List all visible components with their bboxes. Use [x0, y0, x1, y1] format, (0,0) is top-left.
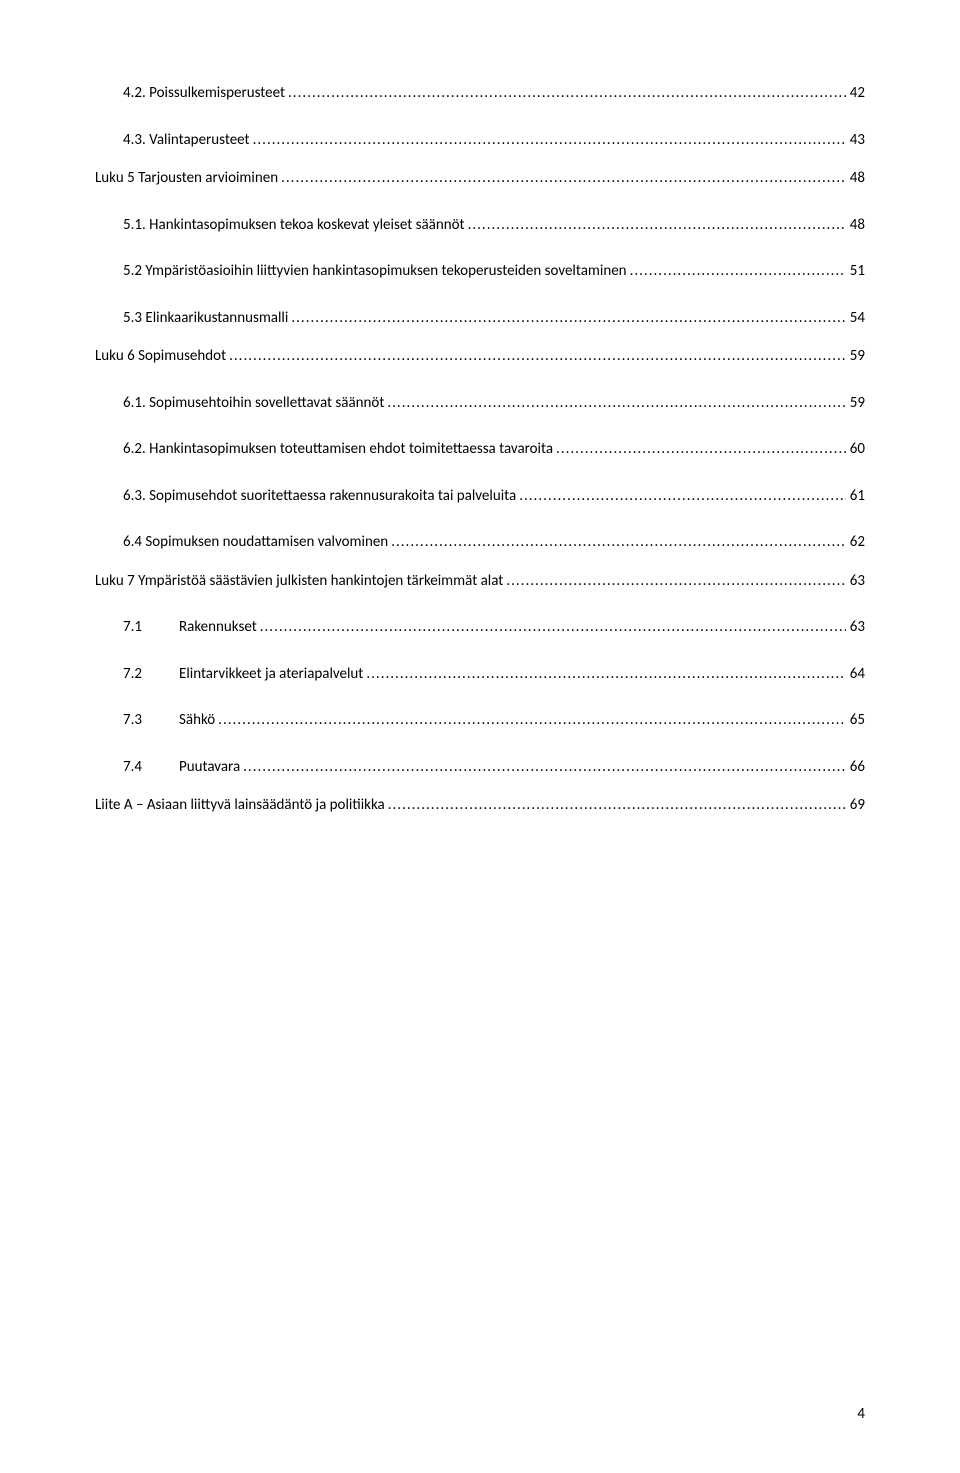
toc-label: Luku 7 Ympäristöä säästävien julkisten h…: [95, 570, 503, 593]
toc-page: 42: [846, 82, 865, 105]
toc-entry: 7.3 Sähkö 65: [95, 709, 865, 732]
toc-page: 51: [846, 260, 865, 283]
toc-label: Liite A – Asiaan liittyvä lainsäädäntö j…: [95, 794, 385, 817]
toc-leader: [288, 307, 845, 330]
toc-page: 64: [846, 663, 865, 686]
toc-entry: 7.4 Puutavara 66: [95, 756, 865, 779]
toc-leader: [215, 709, 846, 732]
toc-entry: 7.2 Elintarvikkeet ja ateriapalvelut 64: [95, 663, 865, 686]
toc-leader: [384, 392, 845, 415]
toc-label: 4.3. Valintaperusteet: [123, 129, 250, 152]
toc-leader: [363, 663, 845, 686]
toc-page: 65: [846, 709, 865, 732]
toc-label: 5.3 Elinkaarikustannusmalli: [123, 307, 288, 330]
toc-leader: [240, 756, 846, 779]
toc-page: 59: [846, 345, 865, 368]
toc-entry: 5.3 Elinkaarikustannusmalli 54: [95, 307, 865, 330]
toc-chapter: Luku 6 Sopimusehdot 59: [95, 345, 865, 368]
toc-leader: [465, 214, 846, 237]
toc-label: Elintarvikkeet ja ateriapalvelut: [179, 663, 363, 686]
toc-leader: [388, 531, 846, 554]
toc-label: 5.1. Hankintasopimuksen tekoa koskevat y…: [123, 214, 465, 237]
toc-num: 7.3: [123, 709, 179, 732]
toc-entry: 5.2 Ympäristöasioihin liittyvien hankint…: [95, 260, 865, 283]
toc-page: 63: [846, 570, 865, 593]
toc-label: Sähkö: [179, 709, 215, 732]
toc-page: 43: [846, 129, 865, 152]
toc-page: 48: [846, 167, 865, 190]
table-of-contents: 4.2. Poissulkemisperusteet 42 4.3. Valin…: [95, 82, 865, 817]
toc-chapter: Luku 5 Tarjousten arvioiminen 48: [95, 167, 865, 190]
toc-page: 69: [846, 794, 865, 817]
toc-page: 60: [846, 438, 865, 461]
toc-leader: [250, 129, 846, 152]
toc-page: 59: [846, 392, 865, 415]
toc-num: 7.1: [123, 616, 179, 639]
toc-entry: 4.3. Valintaperusteet 43: [95, 129, 865, 152]
toc-leader: [278, 167, 846, 190]
toc-leader: [385, 794, 846, 817]
toc-page: 66: [846, 756, 865, 779]
toc-page: 63: [846, 616, 865, 639]
toc-leader: [627, 260, 846, 283]
toc-chapter: Luku 7 Ympäristöä säästävien julkisten h…: [95, 570, 865, 593]
toc-page: 48: [846, 214, 865, 237]
toc-label: 6.3. Sopimusehdot suoritettaessa rakennu…: [123, 485, 516, 508]
toc-leader: [553, 438, 846, 461]
toc-entry: 7.1 Rakennukset 63: [95, 616, 865, 639]
toc-label: Luku 6 Sopimusehdot: [95, 345, 226, 368]
toc-num: 7.4: [123, 756, 179, 779]
toc-page: 54: [846, 307, 865, 330]
toc-entry: 6.1. Sopimusehtoihin sovellettavat säänn…: [95, 392, 865, 415]
toc-label: 6.2. Hankintasopimuksen toteuttamisen eh…: [123, 438, 553, 461]
toc-label: 4.2. Poissulkemisperusteet: [123, 82, 285, 105]
toc-chapter: Liite A – Asiaan liittyvä lainsäädäntö j…: [95, 794, 865, 817]
toc-leader: [285, 82, 846, 105]
toc-num: 7.2: [123, 663, 179, 686]
toc-label: 6.4 Sopimuksen noudattamisen valvominen: [123, 531, 388, 554]
toc-label: Puutavara: [179, 756, 240, 779]
toc-label: Luku 5 Tarjousten arvioiminen: [95, 167, 278, 190]
toc-entry: 6.2. Hankintasopimuksen toteuttamisen eh…: [95, 438, 865, 461]
toc-page: 62: [846, 531, 865, 554]
toc-leader: [226, 345, 846, 368]
toc-entry: 6.3. Sopimusehdot suoritettaessa rakennu…: [95, 485, 865, 508]
toc-label: Rakennukset: [179, 616, 257, 639]
toc-leader: [516, 485, 846, 508]
toc-entry: 4.2. Poissulkemisperusteet 42: [95, 82, 865, 105]
toc-entry: 5.1. Hankintasopimuksen tekoa koskevat y…: [95, 214, 865, 237]
toc-label: 5.2 Ympäristöasioihin liittyvien hankint…: [123, 260, 627, 283]
toc-label: 6.1. Sopimusehtoihin sovellettavat säänn…: [123, 392, 384, 415]
toc-leader: [257, 616, 846, 639]
toc-page: 61: [846, 485, 865, 508]
toc-leader: [503, 570, 845, 593]
page-number: 4: [857, 1405, 865, 1423]
toc-entry: 6.4 Sopimuksen noudattamisen valvominen …: [95, 531, 865, 554]
